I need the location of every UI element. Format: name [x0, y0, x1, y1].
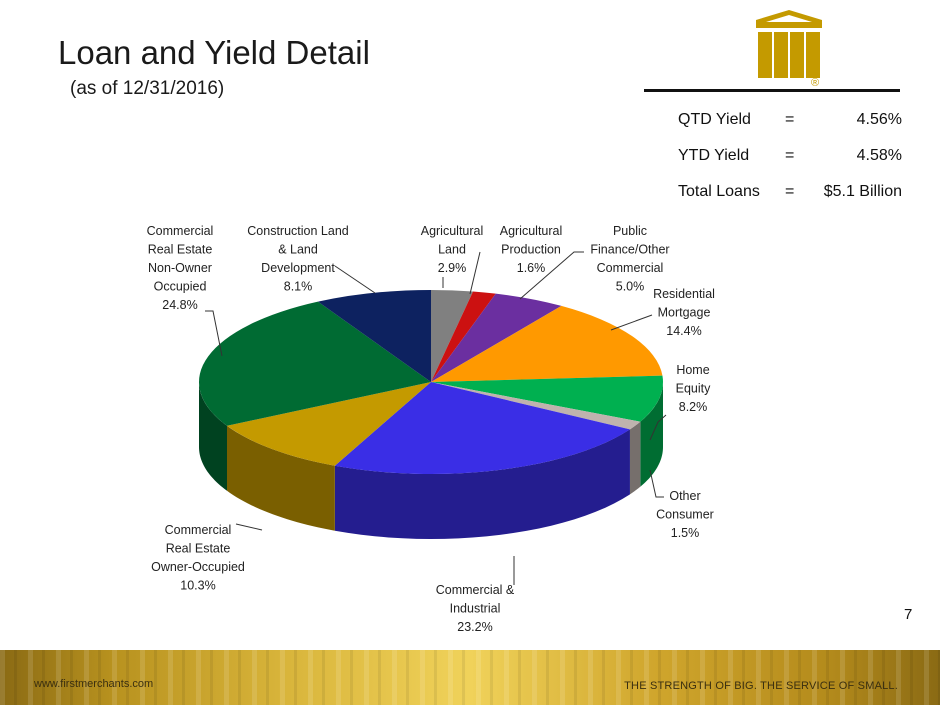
pie-slice-label: Home Equity 8.2%	[676, 363, 711, 414]
pie-slice-value: 10.3%	[180, 579, 215, 593]
footer-tagline: THE STRENGTH OF BIG. THE SERVICE OF SMAL…	[624, 680, 898, 692]
stat-equals: =	[785, 147, 795, 164]
pie-slice-name: Consumer	[656, 508, 714, 522]
loan-mix-pie-chart: Agricultural Land 2.9% Agricultural Producti…	[147, 224, 715, 634]
pie-slice-label: Other Consumer 1.5%	[656, 489, 714, 540]
pie-slice-value: 8.1%	[284, 280, 313, 294]
stat-row-qtd-yield: QTD Yield = 4.56%	[678, 111, 902, 147]
footer-website: www.firstmerchants.com	[34, 678, 154, 690]
footer-band	[0, 650, 940, 705]
stat-value: $5.1 Billion	[823, 183, 902, 200]
pie-slice-value: 1.6%	[517, 261, 546, 275]
pie-slice	[431, 291, 496, 382]
pie-slice-side	[199, 382, 227, 491]
leader-lines	[205, 251, 667, 585]
pie-slice-name: Occupied	[154, 280, 207, 294]
stat-value: 4.56%	[856, 111, 902, 128]
pie-slice	[317, 290, 431, 382]
pie-slice-label: Public Finance/Other Commercial 5.0%	[590, 224, 669, 294]
pie-slice-label: Agricultural Land 2.9%	[421, 224, 484, 275]
stat-label: YTD Yield	[678, 147, 750, 164]
header-divider	[644, 89, 900, 92]
pie-slice-value: 23.2%	[457, 620, 492, 634]
pie-slice-name: Commercial	[165, 523, 232, 537]
pie-slice-value: 5.0%	[616, 280, 645, 294]
stat-label: QTD Yield	[678, 111, 751, 128]
pie-slice-name: Commercial	[147, 224, 214, 238]
pie-slice-name: Real Estate	[166, 542, 231, 556]
pie-slice-side	[227, 425, 335, 531]
leader-line	[519, 251, 584, 300]
pie-slice-name: Non-Owner	[148, 261, 212, 275]
pie-slice-name: Home	[676, 363, 709, 377]
pie-slice-name: Development	[261, 261, 335, 275]
pie-slices	[199, 290, 664, 475]
pie-slice-name: Industrial	[450, 602, 501, 616]
pie-slice-name: Production	[501, 243, 561, 257]
leader-line	[610, 314, 653, 331]
pie-slice	[431, 293, 562, 382]
pie-slice	[431, 290, 474, 382]
pie-slice-name: Other	[669, 489, 700, 503]
pie-slice-name: Real Estate	[148, 243, 213, 257]
pie-slice-label: Commercial Real Estate Non-Owner Occupied 24…	[147, 224, 214, 312]
pie-slice-name: Commercial	[597, 261, 664, 275]
pie-slice-name: Agricultural	[500, 224, 563, 238]
pie-slice-value: 1.5%	[671, 526, 700, 540]
registered-mark: ®	[811, 77, 819, 86]
pie-slice-value: 8.2%	[679, 400, 708, 414]
pie-labels: Agricultural Land 2.9% Agricultural Producti…	[147, 224, 715, 634]
pie-slice	[431, 305, 663, 382]
pie-slice-value: 14.4%	[666, 324, 701, 338]
company-logo-icon: ®	[756, 10, 822, 86]
leader-line	[334, 265, 376, 294]
page-subtitle: (as of 12/31/2016)	[70, 78, 225, 99]
stat-row-ytd-yield: YTD Yield = 4.58%	[678, 147, 902, 183]
pie-slice	[431, 382, 641, 430]
pie-slice-name: Construction Land	[247, 224, 349, 238]
pie-side-walls	[199, 382, 663, 539]
pie-slice-name: Commercial &	[436, 583, 515, 597]
pie-slice	[199, 301, 431, 426]
pie-slice-label: Commercial Real Estate Owner-Occupied 10.3%	[151, 523, 245, 593]
pie-slice-name: Agricultural	[421, 224, 484, 238]
pie-slice-side	[629, 421, 641, 495]
pie-slice-name: Owner-Occupied	[151, 560, 245, 574]
pie-slice	[227, 382, 431, 466]
stat-equals: =	[785, 183, 795, 200]
pie-slice-name: & Land	[278, 243, 318, 257]
pie-slice-name: Public	[613, 224, 647, 238]
pie-slice-name: Land	[438, 243, 466, 257]
pie-slice-name: Finance/Other	[590, 243, 669, 257]
leader-line	[649, 414, 667, 441]
pie-slice-side	[334, 429, 630, 539]
stat-label: Total Loans	[678, 183, 760, 200]
stat-row-total-loans: Total Loans = $5.1 Billion	[678, 183, 902, 219]
yield-stats: QTD Yield = 4.56% YTD Yield = 4.58% Tota…	[678, 111, 902, 219]
page-title: Loan and Yield Detail	[58, 34, 370, 71]
pie-slice-name: Residential	[653, 287, 715, 301]
stat-equals: =	[785, 111, 795, 128]
pie-slice-name: Equity	[676, 382, 711, 396]
leader-line	[469, 251, 481, 295]
pie-slice	[334, 382, 630, 475]
pie-slice-value: 24.8%	[162, 298, 197, 312]
leader-line	[235, 523, 263, 531]
pie-slice-side	[640, 382, 663, 487]
pie-slice-label: Commercial & Industrial 23.2%	[436, 583, 515, 634]
pie-slice-label: Agricultural Production 1.6%	[500, 224, 563, 275]
pie-slice	[431, 375, 664, 422]
pie-slice-value: 2.9%	[438, 261, 467, 275]
pie-slice-label: Construction Land & Land Development 8.1%	[247, 224, 349, 294]
pie-slice-name: Mortgage	[658, 306, 711, 320]
stat-value: 4.58%	[856, 147, 902, 164]
pie-slice-label: Residential Mortgage 14.4%	[653, 287, 715, 338]
leader-line	[649, 469, 664, 498]
page-number: 7	[904, 606, 913, 623]
leader-line	[205, 310, 223, 357]
